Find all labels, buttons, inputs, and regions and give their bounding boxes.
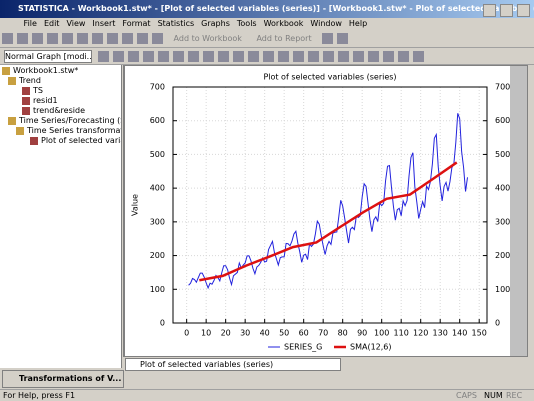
tree-node[interactable]: resid1 <box>22 96 58 106</box>
x-tick-label: 70 <box>318 329 328 338</box>
tree-node[interactable]: Time Series/Forecasting (Series_Gm <box>8 116 121 126</box>
menu-item[interactable]: Tools <box>236 19 257 28</box>
y-tick-label: 600 <box>150 116 165 125</box>
x-tick-label: 90 <box>357 329 367 338</box>
x-tick-label: 100 <box>374 329 389 338</box>
toolbar-button[interactable]: Add to Report <box>256 34 312 43</box>
y2-tick-label: 100 <box>495 285 510 294</box>
tree-node[interactable]: Plot of selected variables (se <box>30 136 121 146</box>
toolbar-button[interactable]: Add to Workbook <box>173 34 242 43</box>
x-tick-label: 80 <box>338 329 348 338</box>
menu-item[interactable]: Edit <box>43 19 60 28</box>
y-tick-label: 500 <box>150 150 165 159</box>
y2-tick-label: 400 <box>495 184 510 193</box>
y2-tick-label: 700 <box>495 83 510 92</box>
x-tick-label: 110 <box>394 329 409 338</box>
tree-node[interactable]: trend&reside <box>22 106 85 116</box>
x-tick-label: 10 <box>201 329 211 338</box>
y-tick-label: 700 <box>150 83 165 92</box>
series-line <box>199 161 458 282</box>
menu-item[interactable]: View <box>66 19 86 28</box>
graph-margin <box>510 66 527 356</box>
legend-label: SERIES_G <box>284 343 322 352</box>
y-tick-label: 200 <box>150 251 165 260</box>
menu-item[interactable]: Workbook <box>263 19 304 28</box>
x-tick-label: 30 <box>240 329 250 338</box>
tree-node[interactable]: TS <box>22 86 43 96</box>
y2-tick-label: 200 <box>495 251 510 260</box>
chart-title: Plot of selected variables (series) <box>263 73 396 82</box>
title-bar: STATISTICA - Workbook1.stw* - [Plot of s… <box>0 0 534 18</box>
menu-item[interactable]: Format <box>122 19 151 28</box>
y2-tick-label: 500 <box>495 150 510 159</box>
window-controls[interactable] <box>481 2 532 19</box>
y-tick-label: 0 <box>160 319 165 328</box>
x-tick-label: 150 <box>472 329 487 338</box>
status-indicator: NUM <box>484 391 503 400</box>
x-tick-label: 120 <box>413 329 428 338</box>
x-tick-label: 0 <box>184 329 189 338</box>
toolbar: Add to Workbook Add to Report <box>0 31 534 48</box>
plot-frame <box>172 86 488 324</box>
series-line <box>188 113 468 290</box>
x-tick-label: 50 <box>279 329 289 338</box>
status-indicator: CAPS <box>456 391 477 400</box>
x-tick-label: 20 <box>221 329 231 338</box>
y-tick-label: 400 <box>150 184 165 193</box>
graph-type-dropdown[interactable]: Normal Graph [modi... <box>4 50 92 63</box>
menu-item[interactable]: Graphs <box>201 19 230 28</box>
window-title: STATISTICA - Workbook1.stw* - [Plot of s… <box>18 4 534 13</box>
menu-item[interactable]: Statistics <box>157 19 195 28</box>
status-indicator: REC <box>506 391 523 400</box>
menu-item[interactable]: File <box>23 19 37 28</box>
graph-tab[interactable]: Plot of selected variables (series) <box>125 358 341 371</box>
y-axis-label: Value <box>131 194 140 216</box>
legend-label: SMA(12,6) <box>350 343 392 352</box>
graph-toolbar: Normal Graph [modi... <box>0 48 534 65</box>
tree-node[interactable]: Trend <box>8 76 41 86</box>
status-bar: For Help, press F1 CAPS NUM REC <box>0 389 534 401</box>
y2-tick-label: 300 <box>495 217 510 226</box>
menu-item[interactable]: Window <box>310 19 342 28</box>
y-tick-label: 300 <box>150 217 165 226</box>
x-tick-label: 130 <box>433 329 448 338</box>
x-tick-label: 140 <box>452 329 467 338</box>
status-text: For Help, press F1 <box>3 391 76 400</box>
x-tick-label: 60 <box>299 329 309 338</box>
menu-bar: File Edit View Insert Format Statistics Graphs… <box>4 18 504 30</box>
tree-node[interactable]: Workbook1.stw* <box>2 66 78 76</box>
graph-panel <box>125 66 510 356</box>
y2-tick-label: 600 <box>495 116 510 125</box>
menu-item[interactable]: Help <box>348 19 368 28</box>
taskbar-button[interactable]: Transformations of V... <box>2 370 124 388</box>
workbook-tree: Workbook1.stw* Trend TS resid1 trend&res… <box>0 65 122 368</box>
x-tick-label: 40 <box>260 329 270 338</box>
y-tick-label: 100 <box>150 285 165 294</box>
menu-item[interactable]: Insert <box>92 19 116 28</box>
tree-node[interactable]: Time Series transformations dial <box>16 126 121 136</box>
y2-tick-label: 0 <box>495 319 500 328</box>
